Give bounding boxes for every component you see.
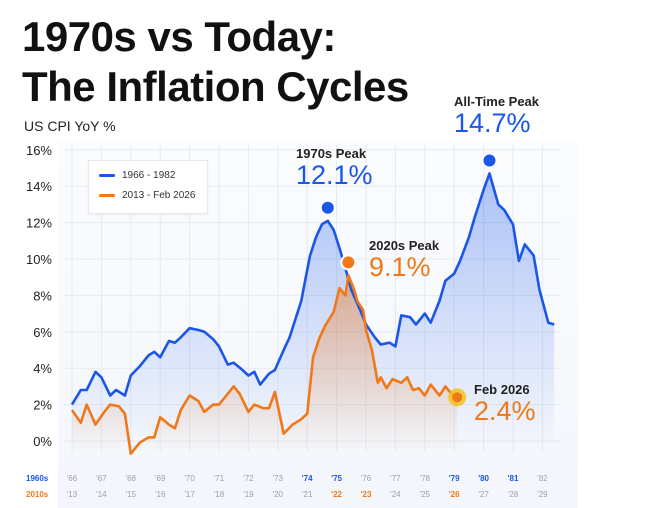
- y-tick-label: 6%: [33, 325, 52, 340]
- x-tick-label-2010s: '23: [361, 490, 372, 499]
- x-tick-label-1960s: '79: [449, 474, 460, 483]
- legend: 1966 - 1982 2013 - Feb 2026: [88, 160, 208, 214]
- x-row-label-2010s: 2010s: [26, 490, 49, 499]
- legend-item-2020s: 2013 - Feb 2026: [89, 185, 207, 205]
- y-tick-label: 16%: [26, 143, 52, 158]
- x-tick-label-1960s: '74: [302, 474, 313, 483]
- series-area: [72, 275, 458, 454]
- legend-swatch: [99, 173, 115, 177]
- annotation-label: 1970s Peak: [296, 146, 367, 161]
- x-tick-label-2010s: '25: [420, 490, 431, 499]
- annotation-all-time-peak: All-Time Peak 14.7%: [454, 94, 539, 137]
- annotation-value: 12.1%: [296, 160, 373, 190]
- x-tick-label-1960s: '78: [420, 474, 431, 483]
- legend-swatch: [99, 193, 115, 197]
- x-tick-label-2010s: '18: [214, 490, 225, 499]
- annotation-2020s-peak: 2020s Peak 9.1%: [369, 238, 439, 281]
- x-tick-label-1960s: '76: [361, 474, 372, 483]
- x-tick-label-2010s: '13: [67, 490, 78, 499]
- title-line-2: The Inflation Cycles: [22, 63, 409, 110]
- x-tick-label-1960s: '67: [96, 474, 107, 483]
- x-tick-label-1960s: '77: [390, 474, 401, 483]
- x-tick-label-2010s: '15: [126, 490, 137, 499]
- annotation-value: 14.7%: [454, 108, 531, 138]
- y-tick-label: 2%: [33, 398, 52, 413]
- x-tick-label-2010s: '27: [478, 490, 489, 499]
- peak-marker: [452, 392, 463, 403]
- x-tick-label-2010s: '14: [96, 490, 107, 499]
- x-tick-label-1960s: '82: [537, 474, 548, 483]
- y-tick-label: 12%: [26, 216, 52, 231]
- chart-title: 1970s vs Today: The Inflation Cycles: [22, 12, 409, 112]
- peak-marker: [481, 152, 498, 169]
- x-tick-label-2010s: '28: [508, 490, 519, 499]
- legend-item-1970s: 1966 - 1982: [89, 165, 207, 185]
- series-line: [70, 274, 458, 455]
- y-axis-label: US CPI YoY %: [24, 118, 116, 134]
- annotation-value: 9.1%: [369, 252, 431, 282]
- peak-marker: [340, 254, 357, 271]
- title-line-1: 1970s vs Today:: [22, 13, 336, 60]
- x-tick-label-1960s: '73: [273, 474, 284, 483]
- y-tick-label: 4%: [33, 361, 52, 376]
- annotation-1970s-peak: 1970s Peak 12.1%: [296, 146, 373, 189]
- x-tick-label-2010s: '24: [390, 490, 401, 499]
- legend-label: 2013 - Feb 2026: [122, 189, 196, 201]
- x-tick-label-2010s: '21: [302, 490, 313, 499]
- x-tick-label-2010s: '16: [155, 490, 166, 499]
- x-tick-label-2010s: '22: [331, 490, 342, 499]
- x-tick-label-2010s: '20: [273, 490, 284, 499]
- annotation-label: All-Time Peak: [454, 94, 540, 109]
- peak-marker: [319, 199, 336, 216]
- y-tick-label: 14%: [26, 179, 52, 194]
- x-tick-label-1960s: '66: [67, 474, 78, 483]
- x-tick-label-2010s: '29: [537, 490, 548, 499]
- x-tick-label-1960s: '68: [126, 474, 137, 483]
- y-tick-label: 0%: [33, 434, 52, 449]
- x-tick-label-2010s: '17: [184, 490, 195, 499]
- series-area: [72, 173, 555, 451]
- annotation-label: Feb 2026: [474, 382, 530, 397]
- x-tick-label-1960s: '81: [508, 474, 519, 483]
- x-tick-label-1960s: '72: [243, 474, 254, 483]
- x-tick-label-1960s: '70: [184, 474, 195, 483]
- annotation-value: 2.4%: [474, 396, 536, 426]
- x-tick-label-2010s: '26: [449, 490, 460, 499]
- legend-label: 1966 - 1982: [122, 169, 176, 181]
- y-tick-label: 8%: [33, 288, 52, 303]
- x-row-label-1960s: 1960s: [26, 474, 49, 483]
- annotation-feb-2026: Feb 2026 2.4%: [474, 382, 536, 425]
- series-line: [70, 172, 555, 406]
- x-tick-label-1960s: '69: [155, 474, 166, 483]
- y-tick-label: 10%: [26, 252, 52, 267]
- x-tick-label-1960s: '80: [478, 474, 489, 483]
- x-tick-label-1960s: '71: [214, 474, 225, 483]
- annotation-label: 2020s Peak: [369, 238, 440, 253]
- x-tick-label-2010s: '19: [243, 490, 254, 499]
- x-tick-label-1960s: '75: [331, 474, 342, 483]
